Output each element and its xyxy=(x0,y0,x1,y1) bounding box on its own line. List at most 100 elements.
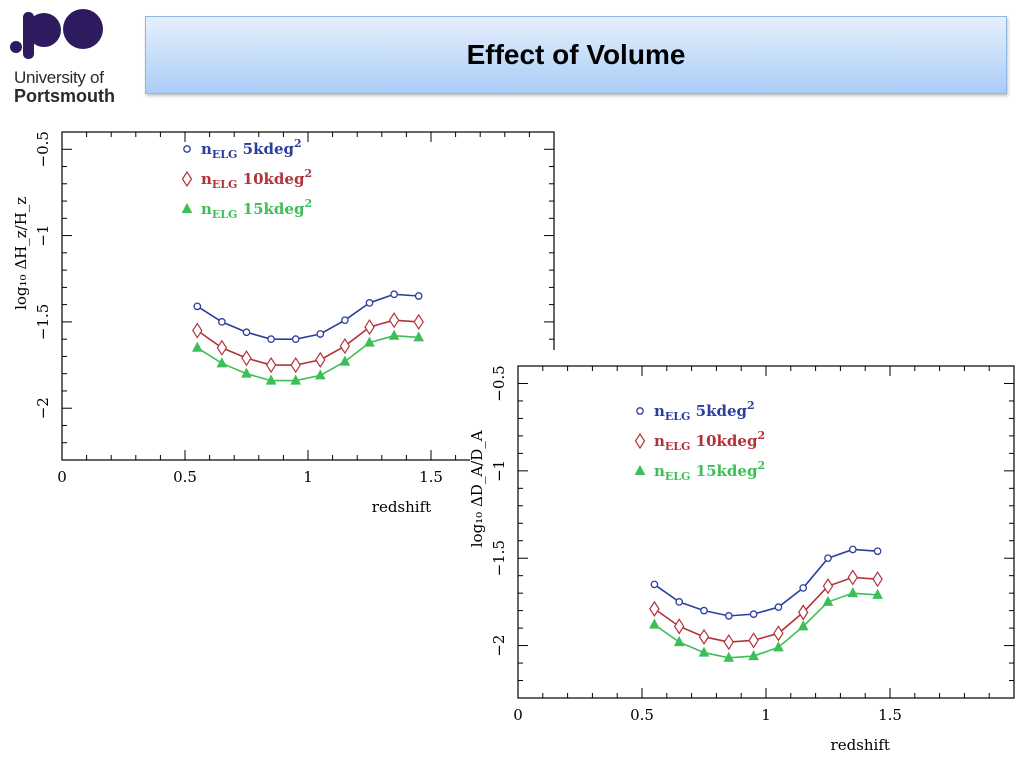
y-tick-label: −2 xyxy=(34,397,52,419)
data-point-triangle xyxy=(216,357,228,368)
data-point-circle xyxy=(218,318,226,326)
logo-circle-o xyxy=(63,9,103,49)
data-point-triangle xyxy=(673,636,685,647)
data-point-triangle xyxy=(241,367,252,378)
chart-da: 0 0.5 1 1.5 −0.5 −1 −1.5 −2 redshift log₁₀ ΔD_A/D… xyxy=(468,350,1024,768)
data-point-triangle xyxy=(872,588,883,599)
data-point-diamond xyxy=(649,600,660,617)
data-point-diamond xyxy=(315,351,326,368)
data-point-triangle xyxy=(413,331,425,342)
data-point-diamond xyxy=(192,322,203,339)
data-point-circle xyxy=(675,598,684,606)
x-axis-label: redshift xyxy=(831,736,890,754)
data-point-triangle xyxy=(181,202,193,213)
data-point-triangle xyxy=(723,651,735,662)
data-point-diamond xyxy=(388,312,400,329)
legend-entry: nELG 15kdeg2 xyxy=(654,459,765,483)
x-tick-label: 0.5 xyxy=(630,706,654,724)
data-point-circle xyxy=(414,292,423,300)
data-point-diamond xyxy=(673,618,685,635)
data-point-triangle xyxy=(265,374,277,385)
data-point-diamond xyxy=(773,625,784,642)
data-point-triangle xyxy=(822,595,834,606)
slide-title-bar: Effect of Volume xyxy=(145,16,1007,94)
data-point-diamond xyxy=(181,170,193,188)
data-point-triangle xyxy=(847,587,859,598)
data-point-circle xyxy=(873,547,882,556)
legend-entry: nELG 10kdeg2 xyxy=(654,429,765,453)
data-point-triangle xyxy=(634,464,646,475)
data-point-diamond xyxy=(748,632,759,649)
data-point-diamond xyxy=(413,313,424,331)
data-point-circle xyxy=(291,335,300,344)
data-point-circle xyxy=(724,612,733,620)
y-tick-label: −1.5 xyxy=(490,540,508,576)
data-point-circle xyxy=(700,606,708,615)
data-point-diamond xyxy=(364,318,375,336)
chart-background xyxy=(470,350,1024,768)
x-tick-label: 0.5 xyxy=(173,468,197,486)
x-tick-label: 1.5 xyxy=(419,468,443,486)
data-point-circle xyxy=(341,316,349,325)
chart-da-svg: 0 0.5 1 1.5 −0.5 −1 −1.5 −2 redshift log₁₀ ΔD_A/D… xyxy=(468,350,1024,768)
series-line xyxy=(196,334,419,382)
x-tick-label: 1 xyxy=(303,468,313,486)
logo-wordmark: University of Portsmouth xyxy=(14,69,115,105)
series-line xyxy=(196,319,419,366)
x-tick-label: 0 xyxy=(57,468,67,486)
data-point-triangle xyxy=(748,649,759,661)
data-point-circle xyxy=(316,330,325,338)
legend-entry: nELG 5kdeg2 xyxy=(654,399,755,423)
data-point-triangle xyxy=(388,329,400,340)
data-point-diamond xyxy=(216,339,228,356)
data-point-circle xyxy=(848,545,857,554)
logo-line-1: University of xyxy=(14,68,104,87)
data-point-circle xyxy=(365,299,374,307)
data-point-triangle xyxy=(314,369,326,380)
chart-hz-svg: 0 0.5 1 1.5 −0.5 −1 −1.5 −2 redshift log₁₀ ΔH_z/H… xyxy=(0,120,560,520)
y-tick-label: −2 xyxy=(490,635,508,657)
data-point-circle xyxy=(774,603,783,611)
data-point-triangle xyxy=(649,618,660,629)
y-tick-label: −1 xyxy=(490,460,508,482)
data-point-diamond xyxy=(872,571,883,588)
chart-background xyxy=(0,120,560,520)
legend-entry: nELG 10kdeg2 xyxy=(201,167,312,191)
chart-hz: 0 0.5 1 1.5 −0.5 −1 −1.5 −2 redshift log₁₀ ΔH_z/H… xyxy=(0,120,560,520)
y-axis-label: log₁₀ ΔD_A/D_A xyxy=(470,430,486,547)
logo-circle-p xyxy=(27,13,61,47)
data-point-circle xyxy=(242,328,251,337)
data-point-circle xyxy=(193,302,202,311)
data-point-triangle xyxy=(797,620,809,631)
data-point-circle xyxy=(183,145,191,153)
data-point-diamond xyxy=(723,633,735,651)
x-tick-label: 1 xyxy=(761,706,771,724)
data-point-diamond xyxy=(265,356,277,374)
data-point-triangle xyxy=(191,341,203,352)
y-tick-label: −1.5 xyxy=(34,304,52,340)
legend-entry: nELG 15kdeg2 xyxy=(201,197,312,221)
data-point-diamond xyxy=(290,356,301,374)
data-point-circle xyxy=(650,580,659,589)
data-point-circle xyxy=(824,554,832,563)
university-logo: University of Portsmouth xyxy=(6,4,130,105)
x-tick-label: 1.5 xyxy=(878,706,902,724)
logo-mark-icon xyxy=(10,9,103,59)
data-point-circle xyxy=(390,290,398,299)
x-axis-label: redshift xyxy=(372,498,431,516)
data-point-diamond xyxy=(698,628,710,645)
x-tick-label: 0 xyxy=(513,706,523,724)
data-point-diamond xyxy=(339,337,351,355)
series-line xyxy=(196,293,419,340)
data-point-diamond xyxy=(847,569,859,586)
logo-line-2: Portsmouth xyxy=(14,86,115,106)
y-tick-label: −1 xyxy=(34,225,52,247)
data-point-circle xyxy=(799,584,808,592)
logo-dot-small xyxy=(10,41,22,53)
data-point-triangle xyxy=(364,336,375,347)
data-point-triangle xyxy=(290,374,302,385)
series-line xyxy=(653,548,878,617)
series-line xyxy=(653,576,878,643)
y-tick-label: −0.5 xyxy=(490,365,508,401)
data-point-diamond xyxy=(241,350,252,367)
